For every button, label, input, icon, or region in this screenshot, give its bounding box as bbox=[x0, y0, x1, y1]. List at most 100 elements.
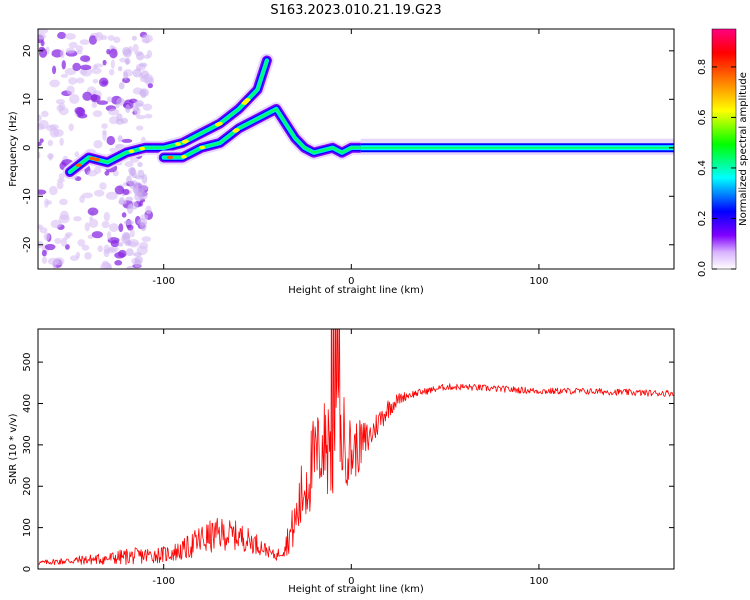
noise-speckle bbox=[52, 65, 57, 75]
noise-speckle bbox=[138, 62, 148, 68]
spectral-hotspot bbox=[182, 139, 189, 143]
noise-speckle bbox=[126, 175, 132, 185]
noise-speckle bbox=[59, 210, 69, 221]
noise-speckle bbox=[132, 252, 142, 257]
noise-speckle bbox=[58, 172, 65, 180]
noise-speckle bbox=[108, 68, 115, 76]
noise-speckle bbox=[125, 57, 131, 65]
noise-speckle bbox=[93, 189, 105, 197]
noise-speckle bbox=[41, 249, 47, 257]
noise-speckle bbox=[109, 48, 118, 59]
noise-speckle bbox=[114, 260, 123, 266]
spectral-hotspot bbox=[139, 146, 146, 151]
noise-speckle bbox=[92, 110, 103, 118]
noise-speckle bbox=[81, 192, 94, 199]
colorbar: 0.0 0.2 0.4 0.6 0.8 Normalized spectral ampl… bbox=[697, 28, 749, 277]
noise-speckle bbox=[136, 125, 144, 131]
noise-speckle bbox=[106, 135, 116, 146]
noise-speckle bbox=[118, 249, 127, 258]
spectral-hotspot bbox=[89, 156, 96, 161]
noise-speckle bbox=[114, 185, 125, 195]
noise-speckle bbox=[38, 33, 47, 40]
spectrogram-frame bbox=[37, 28, 675, 270]
noise-speckle bbox=[118, 223, 124, 233]
noise-speckle bbox=[75, 45, 84, 52]
noise-speckle bbox=[38, 29, 49, 34]
snr-y-tick-label: 0 bbox=[22, 566, 33, 572]
noise-speckle bbox=[108, 223, 119, 233]
snr-y-tick-label: 200 bbox=[22, 477, 33, 496]
noise-speckle bbox=[137, 218, 148, 226]
snr-x-tick-label: -100 bbox=[152, 576, 175, 587]
snr-y-tick-label: 100 bbox=[22, 518, 33, 537]
noise-speckle bbox=[81, 244, 90, 251]
noise-speckle bbox=[87, 207, 99, 216]
noise-speckle bbox=[122, 188, 130, 196]
noise-speckle bbox=[134, 100, 144, 107]
noise-speckle bbox=[132, 43, 139, 53]
noise-speckle bbox=[38, 119, 49, 130]
noise-speckle bbox=[118, 82, 125, 90]
noise-speckle bbox=[64, 68, 77, 76]
noise-speckle bbox=[47, 139, 54, 147]
spectrogram-x-label: Height of straight line (km) bbox=[288, 285, 424, 296]
snr-panel: -100 0 100 0 100 200 300 400 500 Height of strai… bbox=[8, 328, 675, 595]
noise-speckle bbox=[124, 161, 134, 168]
noise-speckle bbox=[104, 170, 110, 176]
noise-speckle bbox=[93, 139, 103, 149]
noise-speckle bbox=[117, 242, 124, 247]
noise-speckle bbox=[48, 124, 59, 130]
noise-speckle bbox=[118, 197, 125, 206]
noise-speckle bbox=[140, 89, 147, 99]
noise-speckle bbox=[103, 211, 110, 222]
noise-speckle bbox=[57, 31, 67, 40]
noise-speckle bbox=[110, 239, 120, 248]
noise-speckle bbox=[103, 248, 110, 258]
noise-speckle bbox=[108, 108, 120, 116]
spectral-hotspot bbox=[75, 163, 82, 168]
noise-speckle bbox=[142, 103, 153, 111]
colorbar-tick-label: 0.4 bbox=[697, 160, 708, 176]
noise-speckle bbox=[126, 204, 134, 215]
noise-speckle bbox=[122, 48, 132, 58]
spectrogram-y-tick-label: 10 bbox=[22, 93, 33, 106]
noise-speckle bbox=[75, 77, 85, 84]
noise-speckle bbox=[141, 236, 152, 243]
spectrogram-y-tick-label: -10 bbox=[22, 188, 33, 204]
noise-speckle bbox=[48, 153, 53, 161]
colorbar-tick-label: 0.6 bbox=[697, 109, 708, 125]
noise-speckle bbox=[44, 243, 56, 251]
noise-speckle bbox=[140, 70, 149, 79]
noise-speckle bbox=[88, 35, 98, 45]
spectral-hotspot bbox=[128, 149, 135, 154]
noise-speckle bbox=[106, 230, 112, 241]
noise-speckle bbox=[55, 99, 66, 105]
noise-speckle bbox=[138, 184, 149, 191]
spectral-hotspot bbox=[167, 155, 174, 160]
noise-speckle bbox=[38, 224, 44, 230]
noise-speckle bbox=[49, 79, 61, 88]
colorbar-tick-label: 0.8 bbox=[697, 59, 708, 75]
noise-speckle bbox=[125, 196, 134, 202]
noise-speckle bbox=[54, 237, 62, 245]
noise-speckle bbox=[136, 51, 145, 61]
noise-speckle bbox=[59, 137, 64, 146]
spectrogram-y-tick-label: -20 bbox=[22, 237, 33, 253]
noise-speckle bbox=[50, 219, 62, 229]
noise-speckle bbox=[41, 256, 48, 264]
noise-speckle bbox=[123, 71, 129, 80]
noise-speckle bbox=[106, 263, 112, 269]
noise-speckle bbox=[38, 46, 45, 52]
noise-speckle bbox=[41, 110, 49, 118]
spectral-hotspot bbox=[244, 98, 251, 102]
noise-speckle bbox=[92, 78, 99, 84]
noise-speckle bbox=[60, 237, 67, 247]
noise-speckle bbox=[91, 67, 102, 75]
noise-speckle bbox=[38, 189, 47, 195]
noise-speckle bbox=[101, 123, 108, 129]
colorbar-tick-label: 0.0 bbox=[697, 261, 708, 277]
noise-speckle bbox=[46, 200, 52, 205]
noise-speckle bbox=[132, 68, 142, 78]
